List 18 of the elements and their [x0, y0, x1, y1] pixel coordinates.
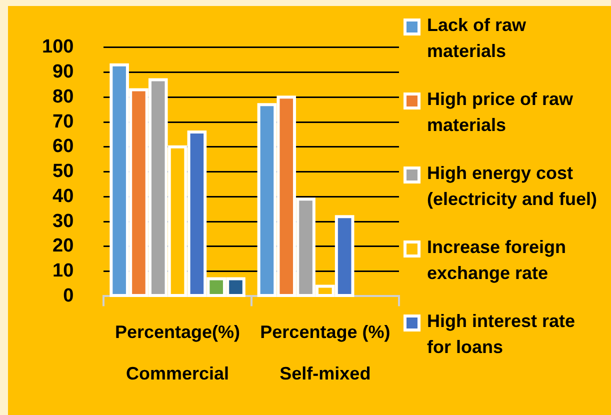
y-tick-label: 70: [52, 111, 74, 132]
legend-label: Lack of raw materials: [427, 14, 528, 63]
legend-label: Increase foreign exchange rate: [427, 236, 568, 285]
y-tick-label: 40: [52, 186, 74, 207]
legend-label: High price of raw materials: [427, 88, 574, 137]
y-tick-label: 30: [52, 210, 74, 232]
y-tick-label: 80: [52, 86, 74, 108]
y-tick-label: 60: [52, 136, 74, 158]
x-tick-label: Percentage(%) Commercial: [115, 322, 240, 384]
y-tick-label: 0: [63, 285, 74, 306]
y-tick-label: 10: [52, 260, 74, 282]
legend-label: High interest rate for loans: [427, 310, 576, 359]
y-tick-label: 90: [52, 62, 74, 83]
y-tick-label: 50: [52, 161, 74, 182]
legend-label: High energy cost (electricity and fuel): [427, 162, 598, 211]
y-tick-label: 20: [52, 236, 74, 257]
x-tick-label: Percentage (%) Self-mixed: [260, 322, 390, 384]
y-tick-label: 100: [42, 36, 74, 58]
